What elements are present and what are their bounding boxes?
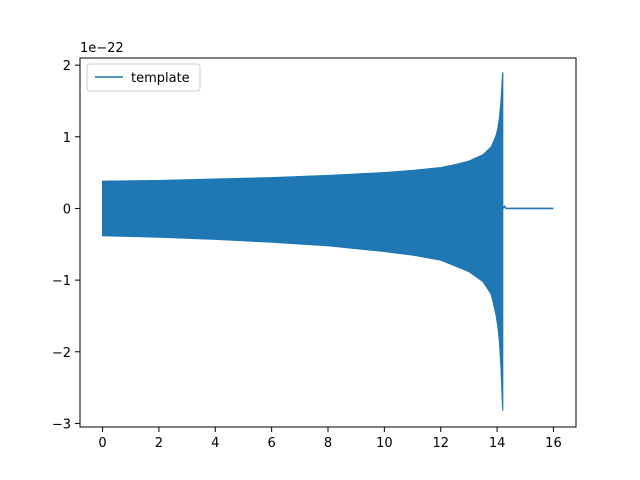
y-tick-label: 1	[63, 131, 71, 146]
y-offset-label: 1e−22	[80, 41, 124, 56]
x-tick-label: 10	[376, 436, 393, 451]
y-tick-label: −2	[52, 346, 71, 361]
x-tick-label: 8	[324, 436, 332, 451]
y-axis: −3 −2 −1 0 1 2	[52, 59, 80, 432]
x-tick-label: 6	[267, 436, 275, 451]
x-tick-label: 12	[432, 436, 449, 451]
x-tick-label: 16	[545, 436, 562, 451]
x-tick-label: 2	[155, 436, 163, 451]
legend: template	[86, 63, 201, 92]
x-tick-label: 14	[489, 436, 506, 451]
y-tick-label: 2	[63, 59, 71, 74]
y-tick-label: 0	[63, 202, 71, 217]
waveform-envelope	[101, 72, 504, 411]
waveform-tail	[502, 205, 554, 210]
plot-area	[101, 72, 554, 411]
x-tick-label: 4	[211, 436, 219, 451]
series-template	[101, 72, 554, 411]
x-tick-label: 0	[98, 436, 106, 451]
y-tick-label: −3	[52, 417, 71, 432]
x-axis: 0 2 4 6 8 10 12 14 16	[98, 427, 562, 451]
legend-label-template: template	[131, 71, 190, 86]
y-tick-label: −1	[52, 274, 71, 289]
legend-box	[86, 63, 201, 92]
